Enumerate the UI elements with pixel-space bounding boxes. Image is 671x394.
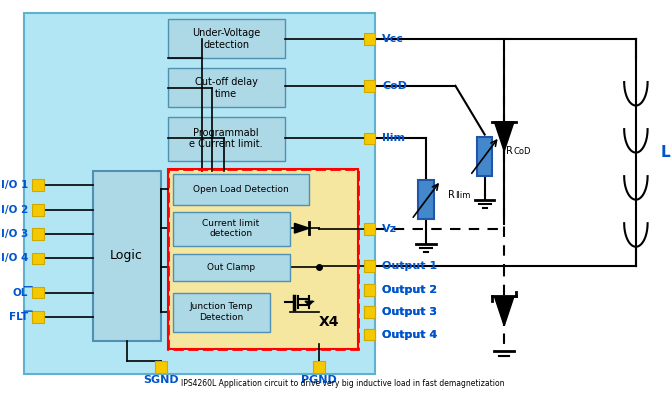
Text: SGND: SGND bbox=[143, 375, 178, 385]
Text: Vz: Vz bbox=[382, 224, 397, 234]
Text: Ilim: Ilim bbox=[382, 134, 405, 143]
Text: Vcc: Vcc bbox=[382, 34, 404, 44]
Bar bbox=[313, 361, 325, 373]
Bar bbox=[364, 284, 376, 296]
Bar bbox=[32, 311, 44, 323]
Text: R: R bbox=[448, 190, 454, 200]
Text: Logic: Logic bbox=[110, 249, 143, 262]
Text: Output 3: Output 3 bbox=[382, 307, 437, 317]
Text: I/O 2: I/O 2 bbox=[1, 204, 28, 215]
Text: CoD: CoD bbox=[514, 147, 531, 156]
Bar bbox=[168, 68, 285, 107]
Text: CoD: CoD bbox=[382, 81, 407, 91]
Bar bbox=[168, 169, 358, 349]
Text: IPS4260L Application circuit to drive very big inductive load in fast demagnetiz: IPS4260L Application circuit to drive ve… bbox=[181, 379, 505, 388]
Bar bbox=[172, 174, 309, 205]
Bar bbox=[168, 117, 285, 161]
Bar bbox=[172, 254, 290, 281]
Text: OL: OL bbox=[13, 288, 28, 297]
Polygon shape bbox=[495, 122, 514, 151]
Polygon shape bbox=[295, 223, 309, 233]
Bar bbox=[32, 179, 44, 191]
Bar bbox=[172, 212, 290, 246]
Text: Output 1: Output 1 bbox=[382, 261, 437, 271]
Bar bbox=[364, 223, 376, 235]
Bar bbox=[364, 306, 376, 318]
Polygon shape bbox=[305, 301, 313, 305]
Text: Junction Temp
Detection: Junction Temp Detection bbox=[189, 303, 253, 322]
Bar bbox=[155, 361, 166, 373]
Text: Output 4: Output 4 bbox=[382, 329, 437, 340]
Bar bbox=[168, 169, 358, 349]
Bar bbox=[168, 19, 285, 58]
Text: Output 2: Output 2 bbox=[382, 285, 437, 295]
Polygon shape bbox=[477, 136, 493, 176]
Text: PGND: PGND bbox=[301, 375, 337, 385]
Text: Ilim: Ilim bbox=[456, 191, 471, 199]
Text: Output 3: Output 3 bbox=[382, 307, 437, 317]
Bar bbox=[364, 329, 376, 340]
Polygon shape bbox=[418, 180, 434, 219]
Bar bbox=[364, 260, 376, 272]
Text: Programmabl
e Current limit.: Programmabl e Current limit. bbox=[189, 128, 263, 149]
Text: Output 4: Output 4 bbox=[382, 329, 437, 340]
Text: Output 2: Output 2 bbox=[382, 285, 437, 295]
Bar bbox=[32, 204, 44, 216]
Polygon shape bbox=[495, 297, 514, 326]
Bar bbox=[24, 13, 376, 374]
Bar bbox=[32, 228, 44, 240]
Bar bbox=[364, 80, 376, 92]
Text: I/O 1: I/O 1 bbox=[1, 180, 28, 190]
Text: Current limit
detection: Current limit detection bbox=[203, 219, 260, 238]
Text: L: L bbox=[660, 145, 670, 160]
Text: FLT: FLT bbox=[9, 312, 28, 322]
Bar bbox=[364, 33, 376, 45]
Text: I/O 3: I/O 3 bbox=[1, 229, 28, 239]
Text: Under-Voltage
detection: Under-Voltage detection bbox=[192, 28, 260, 50]
Bar bbox=[32, 253, 44, 264]
Text: R: R bbox=[506, 146, 513, 156]
Bar bbox=[32, 287, 44, 298]
Text: Open Load Detection: Open Load Detection bbox=[193, 185, 289, 194]
Text: Cut-off delay
time: Cut-off delay time bbox=[195, 77, 258, 98]
Bar bbox=[172, 293, 270, 332]
Text: X4: X4 bbox=[318, 315, 339, 329]
Text: I/O 4: I/O 4 bbox=[1, 253, 28, 264]
Bar bbox=[93, 171, 161, 341]
Bar bbox=[364, 329, 376, 340]
Text: Out Clamp: Out Clamp bbox=[207, 263, 255, 272]
Bar bbox=[364, 306, 376, 318]
Bar bbox=[364, 284, 376, 296]
Bar bbox=[364, 133, 376, 144]
